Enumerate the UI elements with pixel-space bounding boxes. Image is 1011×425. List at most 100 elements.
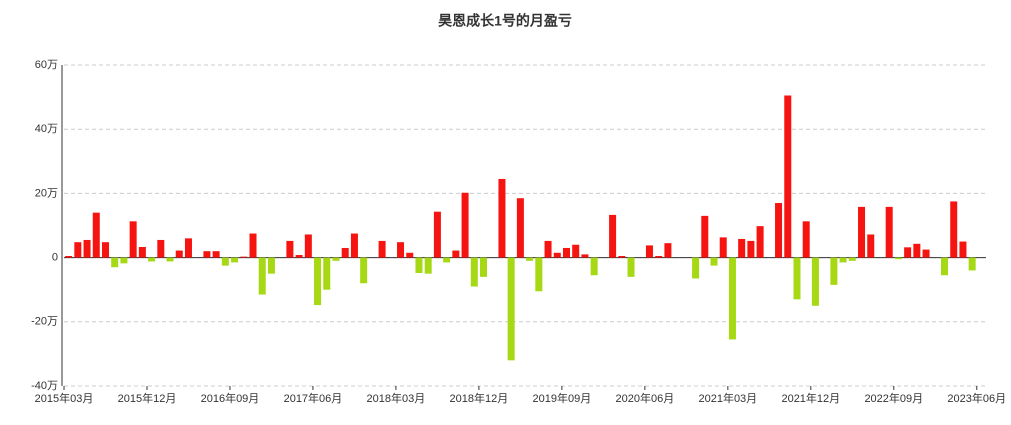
bar xyxy=(332,257,340,261)
bar xyxy=(590,257,598,276)
bar xyxy=(913,243,921,258)
bar xyxy=(904,247,912,258)
bar xyxy=(572,244,580,258)
bar xyxy=(129,221,137,258)
bar xyxy=(286,240,294,258)
bar xyxy=(240,256,248,258)
bar xyxy=(526,257,534,261)
bar xyxy=(378,240,386,258)
bar xyxy=(249,233,257,258)
bar xyxy=(480,257,488,277)
x-tick-label: 2018年12月 xyxy=(450,391,509,405)
bar xyxy=(231,257,239,263)
bar xyxy=(664,243,672,258)
bar xyxy=(544,240,552,258)
bar xyxy=(747,240,755,258)
bar xyxy=(314,257,322,306)
y-tick-label: -20万 xyxy=(31,316,58,328)
bar xyxy=(848,257,856,261)
bar xyxy=(728,257,736,340)
x-tick-label: 2019年09月 xyxy=(533,391,592,405)
bar xyxy=(212,251,220,258)
bar xyxy=(756,226,764,258)
bar xyxy=(424,257,432,274)
bar xyxy=(793,257,801,300)
bar xyxy=(184,238,192,258)
bar xyxy=(415,257,423,274)
bar xyxy=(562,247,570,258)
x-tick-label: 2015年03月 xyxy=(35,391,94,405)
bar xyxy=(470,257,478,287)
bar xyxy=(710,257,718,266)
bar xyxy=(535,257,543,292)
bar xyxy=(101,242,109,258)
bar xyxy=(452,250,460,258)
bar xyxy=(157,239,165,258)
bar xyxy=(507,257,515,361)
y-tick-label: 20万 xyxy=(35,187,58,199)
bar xyxy=(719,237,727,258)
bar xyxy=(148,257,156,262)
bar xyxy=(950,201,958,258)
bar xyxy=(92,212,100,258)
x-tick-label: 2016年09月 xyxy=(201,391,260,405)
bar xyxy=(397,242,405,258)
bar xyxy=(968,257,976,271)
bar xyxy=(267,257,275,274)
y-tick-label: 60万 xyxy=(35,59,58,71)
bar xyxy=(516,198,524,258)
bar xyxy=(858,206,866,258)
y-tick-label: 0 xyxy=(52,252,58,264)
bar xyxy=(295,255,303,258)
x-tick-label: 2017年06月 xyxy=(284,391,343,405)
x-tick-label: 2022年09月 xyxy=(864,391,923,405)
x-tick-label: 2015年12月 xyxy=(118,391,177,405)
bar xyxy=(867,234,875,258)
bar xyxy=(959,241,967,258)
bar xyxy=(120,257,128,264)
bar xyxy=(811,257,819,306)
bar xyxy=(830,257,838,285)
y-tick-label: 40万 xyxy=(35,123,58,135)
bar xyxy=(655,255,663,258)
bar xyxy=(553,252,561,258)
bar xyxy=(618,255,626,258)
bar xyxy=(65,255,73,258)
bar xyxy=(433,211,441,258)
bar xyxy=(498,178,506,258)
bar xyxy=(443,257,451,263)
bar xyxy=(775,203,783,258)
bar xyxy=(221,257,229,266)
bar xyxy=(461,192,469,258)
bar xyxy=(839,257,847,263)
bar xyxy=(166,257,174,262)
bar xyxy=(258,257,266,295)
x-tick-label: 2023年06月 xyxy=(947,391,1006,405)
bar xyxy=(784,95,792,258)
bar xyxy=(581,254,589,258)
bar xyxy=(360,257,368,284)
bar xyxy=(802,221,810,258)
bar xyxy=(304,234,312,258)
bar xyxy=(627,257,635,277)
x-tick-label: 2020年06月 xyxy=(616,391,675,405)
bar xyxy=(74,242,82,258)
bar xyxy=(609,214,617,258)
bar xyxy=(111,257,119,268)
bar xyxy=(645,245,653,258)
chart-title: 昊恩成长1号的月盈亏 xyxy=(438,13,572,29)
bar xyxy=(738,238,746,258)
bar xyxy=(341,247,349,258)
bar xyxy=(350,233,358,258)
bar xyxy=(894,257,902,260)
bar xyxy=(323,257,331,290)
bar xyxy=(138,247,146,258)
bar xyxy=(922,249,930,258)
bar xyxy=(175,250,183,258)
bar xyxy=(83,239,91,258)
bar xyxy=(941,257,949,276)
bar xyxy=(203,251,211,258)
bar xyxy=(406,252,414,258)
bar xyxy=(885,206,893,258)
